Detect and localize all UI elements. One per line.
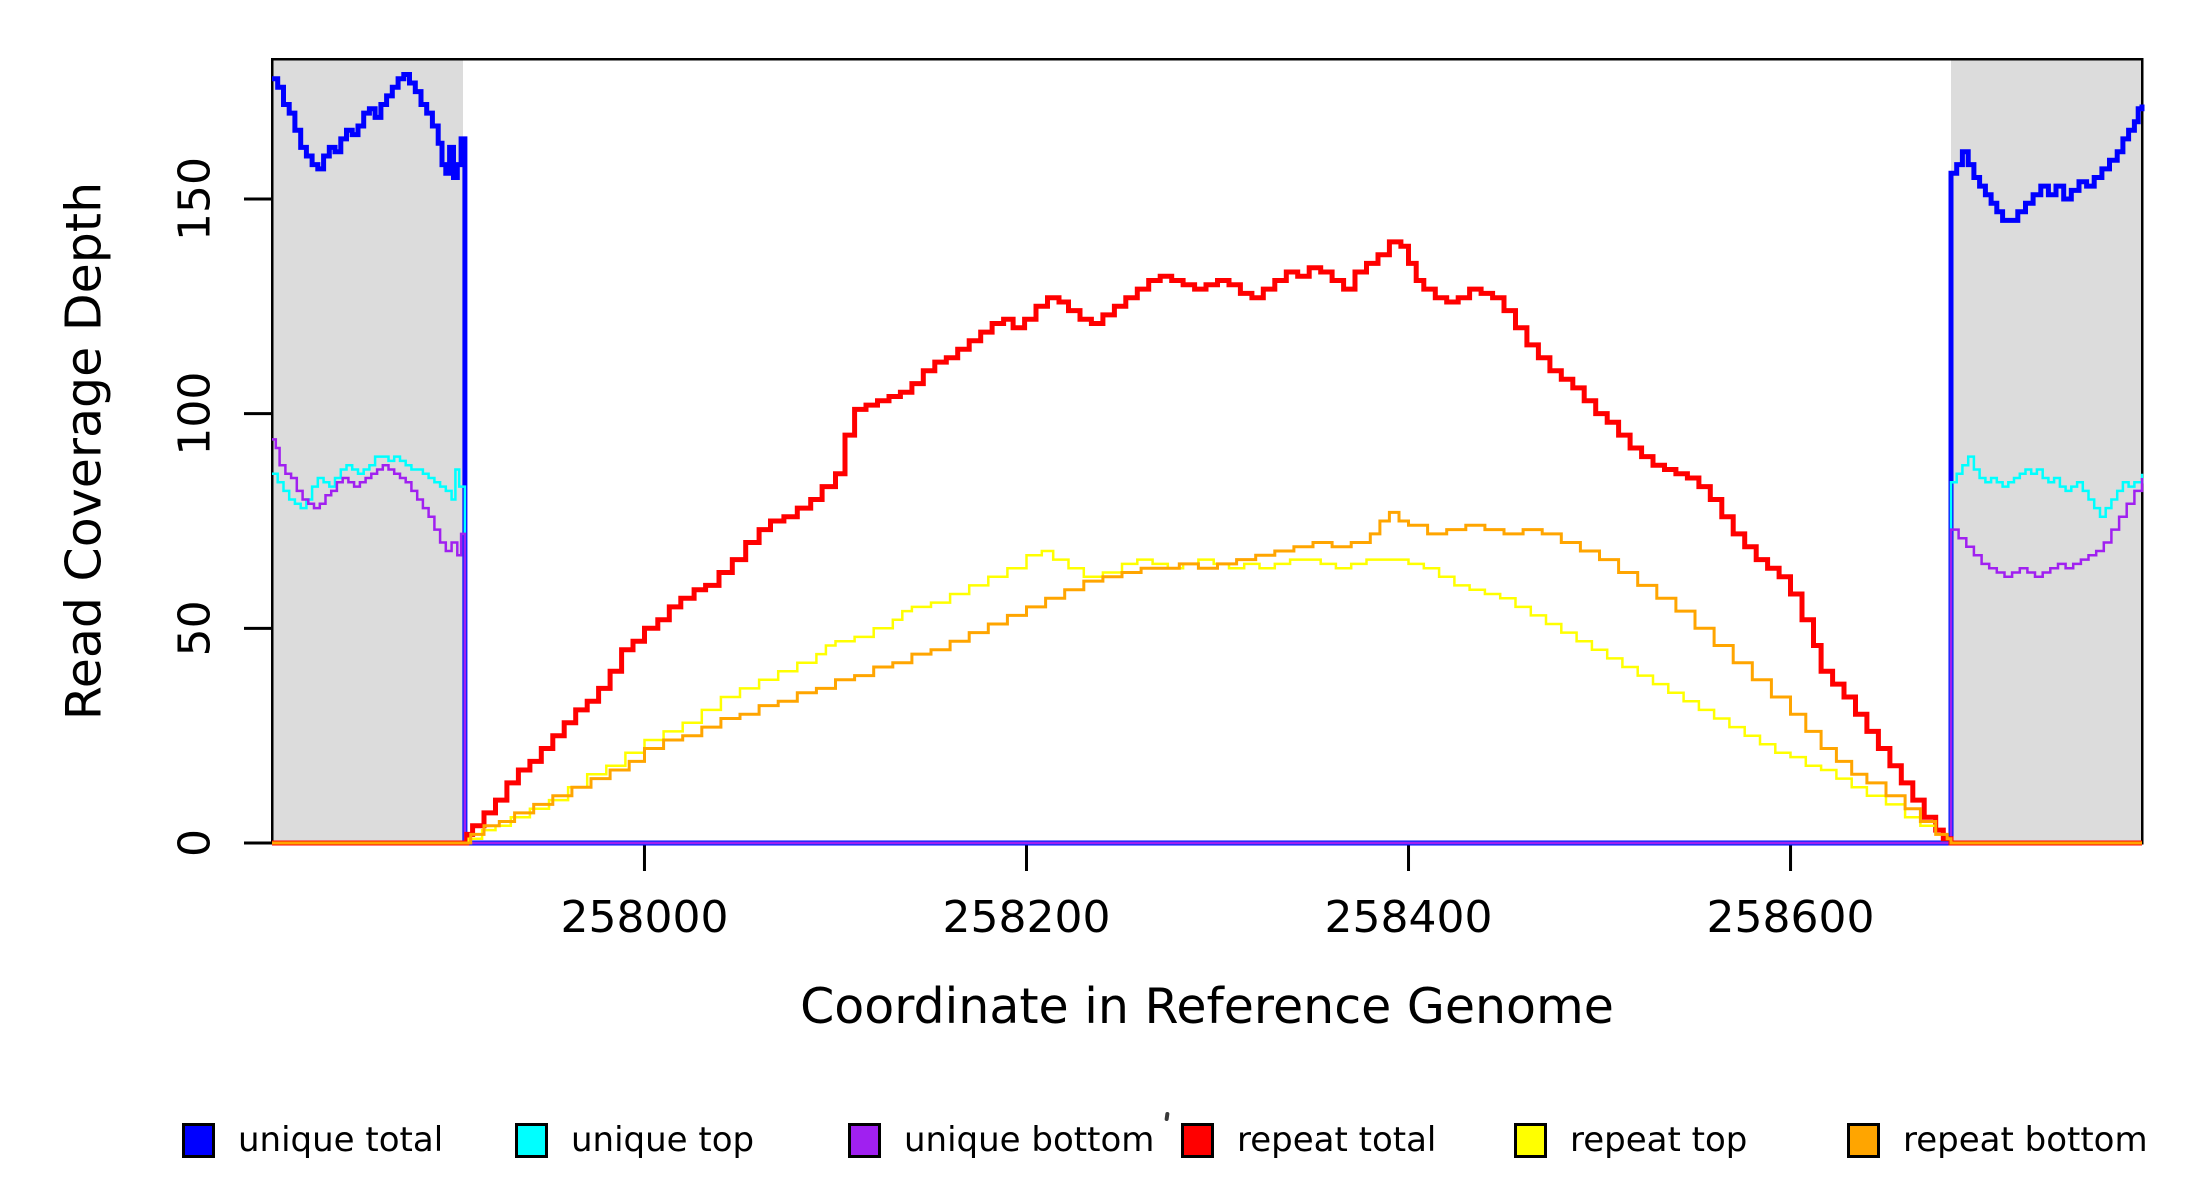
series-path-repeat-total — [272, 239, 2142, 846]
unique-bottom-swatch-icon — [848, 1122, 881, 1158]
legend-label: unique top — [571, 1120, 755, 1160]
series-path-repeat-bottom — [272, 510, 2142, 845]
y-tick-label: 100 — [170, 372, 221, 456]
legend-item-repeat-total: repeat total — [1181, 1122, 1436, 1158]
unique-top-swatch-icon — [515, 1122, 548, 1158]
series-path-repeat-top — [272, 549, 2142, 845]
repeat-bottom-swatch-icon — [1847, 1122, 1880, 1158]
y-tick-label: 150 — [170, 157, 221, 241]
x-tick-label: 258200 — [943, 892, 1111, 943]
repeat-top-swatch-icon — [1514, 1122, 1547, 1158]
legend-item-unique-top: unique top — [515, 1122, 754, 1158]
legend-label: repeat total — [1237, 1120, 1437, 1160]
legend-item-unique-total: unique total — [182, 1122, 443, 1158]
legend-label: unique bottom — [904, 1120, 1155, 1160]
unique-total-swatch-icon — [182, 1122, 215, 1158]
series-path-unique-bottom — [272, 438, 2144, 845]
shaded-region-left-unique-flank — [272, 59, 464, 843]
y-tick-label: 0 — [170, 829, 221, 857]
x-tick-label: 258000 — [560, 892, 728, 943]
series-group — [272, 72, 2145, 846]
repeat-total-swatch-icon — [1181, 1122, 1214, 1158]
legend-label: repeat top — [1570, 1120, 1748, 1160]
plot-border — [270, 57, 2144, 845]
series-path-unique-top — [272, 455, 2144, 845]
x-tick-label: 258600 — [1707, 892, 1875, 943]
legend-label: unique total — [238, 1120, 444, 1160]
legend-item-repeat-bottom: repeat bottom — [1847, 1122, 2148, 1158]
legend-item-repeat-top: repeat top — [1514, 1122, 1747, 1158]
x-axis-title: Coordinate in Reference Genome — [800, 978, 1614, 1035]
legend-label: repeat bottom — [1903, 1120, 2148, 1160]
x-tick-label: 258400 — [1325, 892, 1493, 943]
legend-item-unique-bottom: unique bottom — [848, 1122, 1154, 1158]
series-path-unique-total — [272, 72, 2145, 846]
y-tick-label: 50 — [170, 600, 221, 656]
